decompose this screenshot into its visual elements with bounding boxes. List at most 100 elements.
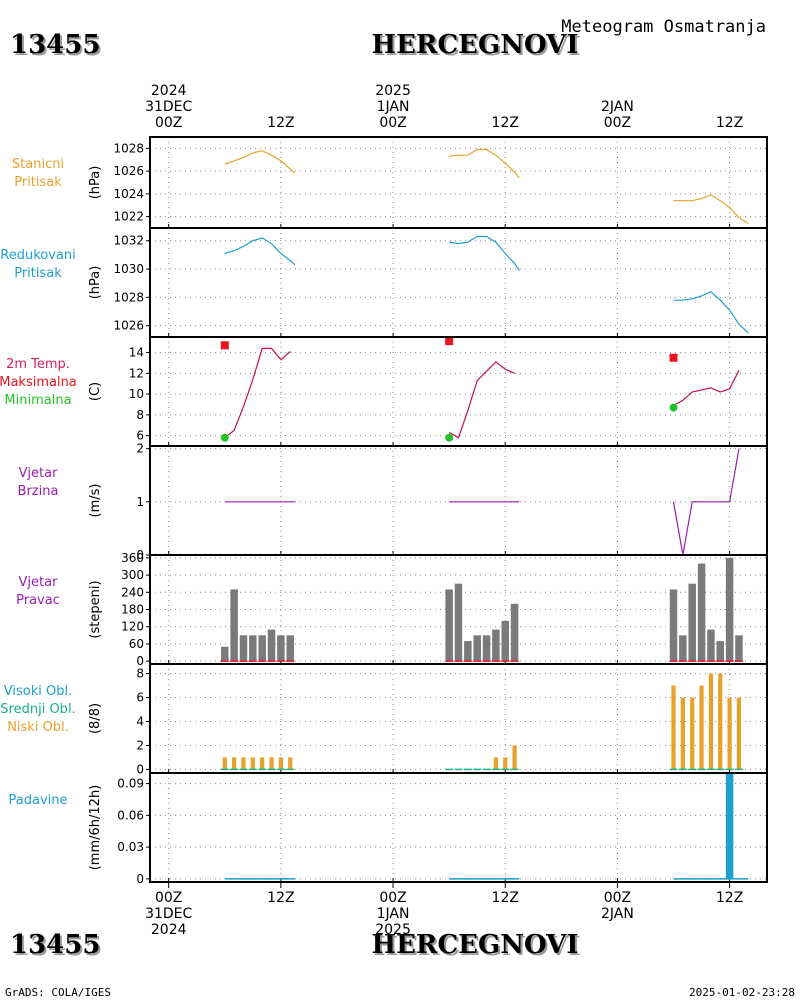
panel-label: Maksimalna [0, 375, 77, 390]
station-id-bottom-shadow: 13455 [12, 932, 102, 962]
bar [221, 646, 229, 662]
y-tick-label: 8 [136, 408, 144, 422]
y-tick-label: 0 [136, 872, 144, 886]
station-name-bottom-shadow: HERCEGNOVI [374, 932, 581, 962]
top-time-label: 31DEC [145, 99, 192, 115]
y-axis-label: (mm/6h/12h) [88, 785, 103, 871]
bottom-time-label: 12Z [267, 890, 294, 906]
y-tick-label: 0.09 [117, 777, 144, 791]
bar [482, 635, 491, 662]
bar [277, 635, 285, 662]
panel-label: Pritisak [14, 175, 62, 190]
bar [464, 641, 472, 662]
panel-label: Minimalna [4, 393, 71, 408]
series-line [673, 290, 749, 334]
y-tick-label: 0 [136, 548, 144, 562]
bottom-time-label: 1JAN [377, 906, 410, 922]
top-time-label: 00Z [604, 115, 631, 131]
bar [249, 635, 257, 662]
y-tick-label: 0.06 [117, 808, 144, 822]
panel-label: Pritisak [14, 266, 62, 281]
bar [688, 583, 696, 662]
bar [708, 673, 714, 770]
top-time-label: 2025 [375, 83, 411, 99]
bar [501, 620, 509, 662]
bar [239, 635, 248, 662]
y-tick-label: 120 [121, 620, 144, 634]
top-time-label: 2JAN [601, 99, 634, 115]
y-tick-label: 60 [129, 637, 144, 651]
y-tick-label: 1026 [113, 164, 144, 178]
y-tick-label: 2 [136, 442, 144, 456]
series-line [224, 237, 296, 266]
station-name-shadow: HERCEGNOVI [374, 32, 581, 62]
bottom-time-label: 2024 [151, 922, 187, 938]
bottom-time-label: 12Z [716, 890, 743, 906]
top-time-label: 12Z [716, 115, 743, 131]
bottom-time-label: 00Z [604, 890, 631, 906]
panel-label: Srednji Obl. [0, 702, 75, 717]
series-line [672, 448, 740, 556]
y-tick-label: 14 [129, 346, 144, 360]
y-axis-label: (stepeni) [88, 580, 103, 638]
bar [680, 697, 685, 770]
bar [492, 629, 500, 662]
panels-group: 1022102410261028(hPa)StanicniPritisak102… [0, 136, 768, 886]
top-time-label: 12Z [492, 115, 519, 131]
min-temp-marker [669, 403, 678, 412]
bar [278, 757, 283, 770]
bottom-time-label: 2JAN [601, 906, 634, 922]
bar [258, 635, 266, 662]
meteogram-subtitle: Meteogram Osmatranja [561, 17, 766, 37]
panel-label: Stanicni [12, 157, 64, 172]
top-time-label: 12Z [267, 115, 294, 131]
bar [736, 697, 742, 770]
y-tick-label: 0.03 [117, 840, 144, 854]
bar [727, 697, 732, 770]
panel-label: Visoki Obl. [4, 684, 72, 699]
series-line [224, 347, 291, 439]
panel-label: Niski Obl. [7, 720, 69, 735]
bar [288, 757, 293, 770]
top-time-label: 00Z [155, 115, 182, 131]
y-tick-label: 10 [129, 387, 144, 401]
y-tick-label: 1024 [113, 187, 144, 201]
panel-label: Pravac [16, 593, 60, 608]
y-axis-label: (m/s) [88, 484, 103, 518]
y-tick-label: 4 [136, 714, 144, 728]
station-name: HERCEGNOVI [372, 30, 579, 60]
series-line [449, 148, 520, 179]
y-tick-label: 240 [121, 585, 144, 599]
bottom-time-label: 00Z [379, 890, 406, 906]
bar [445, 589, 453, 662]
y-axis-label: (hPa) [88, 266, 103, 300]
timestamp-text: 2025-01-02-23:28 [689, 986, 795, 999]
y-tick-label: 6 [136, 691, 144, 705]
bottom-time-label: 31DEC [145, 906, 192, 922]
bar [286, 635, 294, 662]
panel-label: Vjetar [19, 575, 59, 590]
y-axis-label: (C) [88, 382, 103, 401]
station-id-shadow: 13455 [12, 32, 102, 62]
series-line [449, 235, 520, 271]
y-axis-label: (8/8) [88, 703, 103, 734]
y-tick-label: 8 [136, 667, 144, 681]
max-temp-marker [669, 353, 678, 362]
bar [679, 635, 687, 662]
y-tick-label: 6 [136, 429, 144, 443]
bar [222, 757, 227, 770]
bar [671, 685, 676, 770]
bar [230, 589, 238, 662]
y-tick-label: 1028 [113, 290, 144, 304]
y-tick-label: 1026 [113, 319, 144, 333]
bar [718, 673, 723, 770]
y-tick-label: 0 [136, 762, 144, 776]
bar [473, 635, 481, 662]
panel-oblaci: 0 2 4 6 8 (8/8) Visoki Obl. Srednji Obl. Niski O… [0, 663, 768, 776]
y-axis-label: (hPa) [88, 166, 103, 200]
y-tick-label: 1030 [113, 262, 144, 276]
series-line [448, 361, 515, 439]
